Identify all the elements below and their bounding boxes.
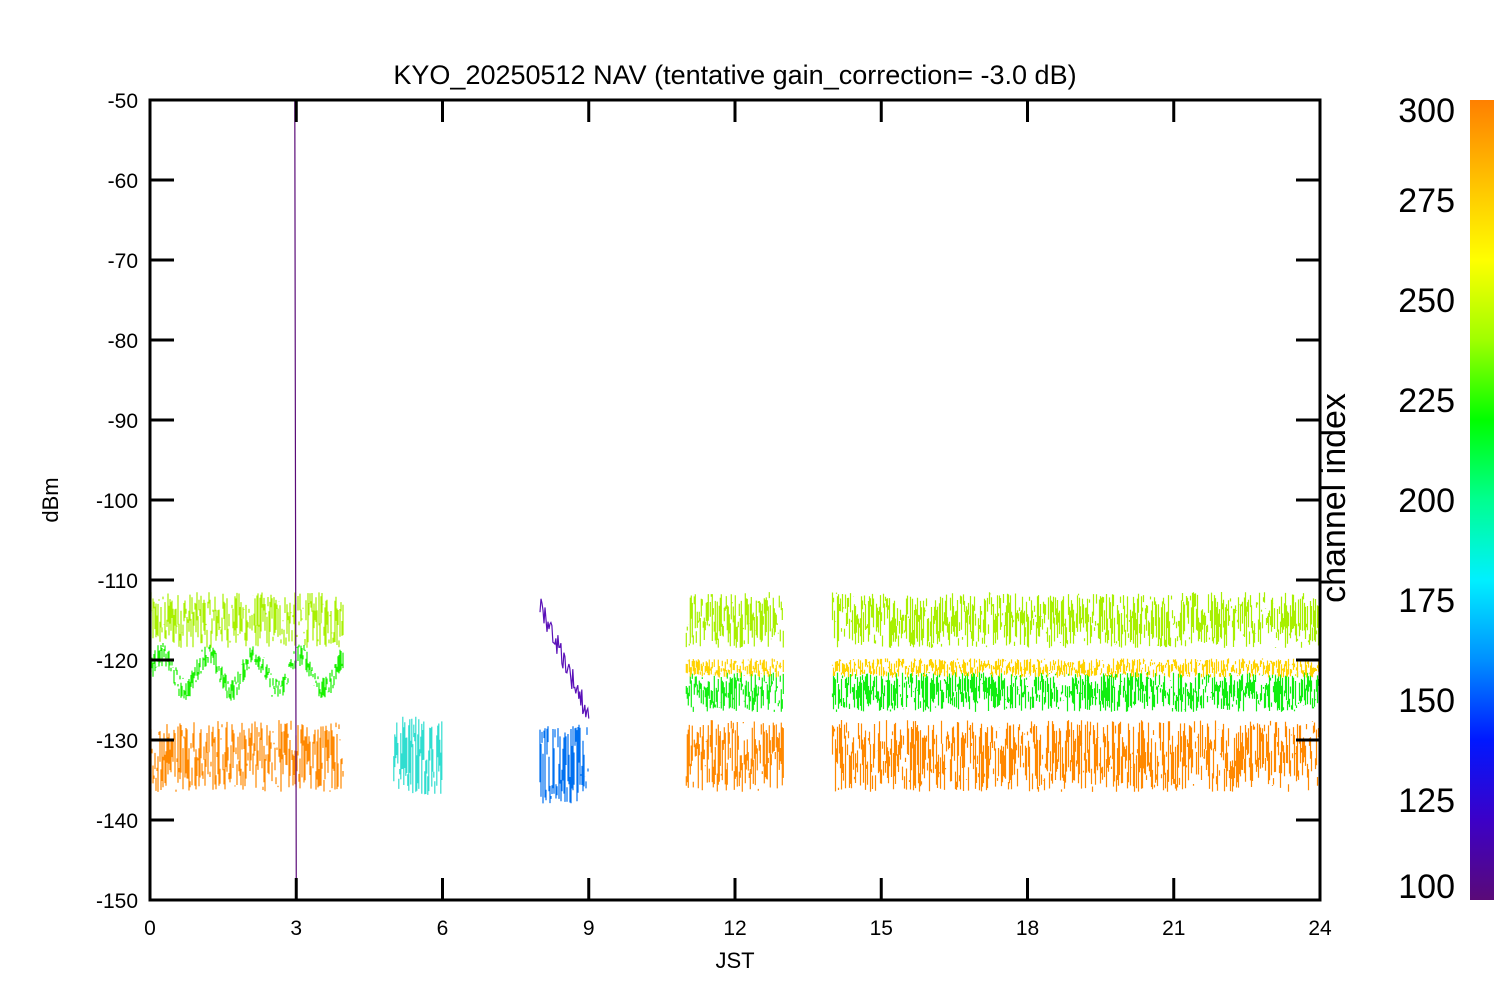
colorbar-gradient (1470, 100, 1494, 900)
series-segment (393, 716, 443, 795)
series-segment (831, 592, 1321, 648)
series-segment (685, 592, 784, 648)
y-tick-label: -70 (108, 250, 138, 273)
colorbar-tick-label: 150 (1398, 682, 1455, 720)
colorbar-tick-label: 200 (1398, 482, 1455, 520)
colorbar: 300 275 250 225 200 175 150 125 100 (1398, 92, 1494, 906)
colorbar-tick-label: 250 (1398, 282, 1455, 320)
series-segment (831, 720, 1321, 792)
series-segment (831, 672, 1321, 712)
series-ch260-0 (149, 592, 1321, 648)
series-segment (831, 658, 1321, 678)
series-segment (149, 592, 344, 648)
series-ch235-1 (149, 643, 344, 701)
colorbar-tick-label: 225 (1398, 382, 1455, 420)
colorbar-tick-label: 100 (1398, 868, 1455, 906)
plot-border (148, 98, 1322, 902)
data-layer (149, 99, 1321, 901)
series-segment (149, 643, 344, 701)
colorbar-tick-label: 175 (1398, 582, 1455, 620)
y-tick-label: -80 (108, 330, 138, 353)
chart-title: KYO_20250512 NAV (tentative gain_correct… (393, 60, 1076, 90)
series-ch110-7 (539, 598, 590, 719)
series-segment (149, 720, 344, 792)
x-tick-label: 18 (1016, 917, 1039, 940)
x-tick-label: 24 (1308, 917, 1332, 940)
y-tick-label: -60 (108, 170, 138, 193)
series-ch160-6 (539, 724, 589, 804)
x-tick-label: 15 (870, 917, 893, 940)
series-segment (685, 720, 784, 792)
x-tick-label: 12 (723, 917, 746, 940)
colorbar-label: channel index (1315, 393, 1353, 603)
x-tick-label: 6 (437, 917, 449, 940)
colorbar-tick-label: 300 (1398, 92, 1455, 130)
series-segment (539, 598, 590, 719)
series-segment (294, 99, 297, 901)
series-ch235-2 (685, 672, 1321, 712)
series-ch285-3 (685, 658, 1321, 678)
series-ch185-5 (393, 716, 443, 795)
y-tick-label: -140 (96, 810, 138, 833)
y-tick-label: -100 (96, 490, 138, 513)
series-ch100-8 (294, 99, 297, 901)
y-tick-label: -150 (96, 890, 138, 913)
y-tick-label: -50 (108, 90, 138, 113)
series-segment (685, 672, 784, 712)
x-axis-label: JST (715, 948, 754, 973)
x-tick-label: 9 (583, 917, 595, 940)
y-tick-label: -120 (96, 650, 138, 673)
y-axis-label: dBm (38, 477, 63, 522)
x-tick-label: 3 (290, 917, 302, 940)
colorbar-tick-label: 275 (1398, 182, 1455, 220)
y-tick-label: -110 (98, 570, 138, 593)
x-tick-label: 0 (144, 917, 156, 940)
y-tick-label: -130 (96, 730, 138, 753)
x-tick-label: 21 (1162, 917, 1185, 940)
plot-frame (148, 98, 1322, 902)
series-segment (685, 658, 784, 678)
colorbar-tick-label: 125 (1398, 782, 1455, 820)
y-tick-label: -90 (108, 410, 138, 433)
axis-ticks: 0 3 6 9 12 15 18 21 24 -50 -60 -70 -80 -90 -100 -110 -12… (96, 90, 1332, 940)
series-ch300-4 (149, 720, 1321, 792)
series-segment (539, 724, 589, 804)
